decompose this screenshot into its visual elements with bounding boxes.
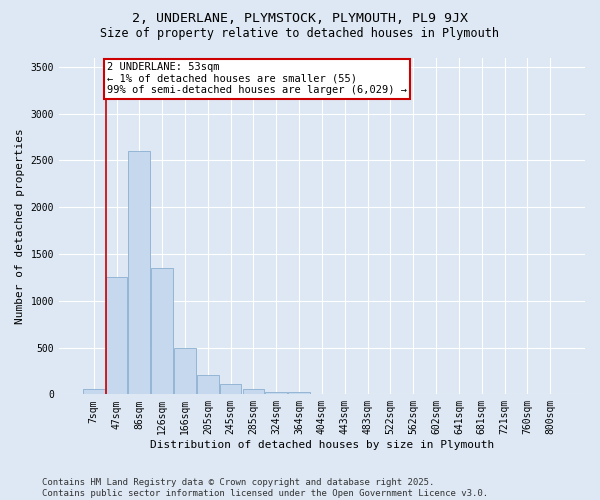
Bar bbox=[242, 389, 265, 394]
Bar bbox=[288, 392, 310, 394]
Bar bbox=[151, 268, 173, 394]
Text: 2 UNDERLANE: 53sqm
← 1% of detached houses are smaller (55)
99% of semi-detached: 2 UNDERLANE: 53sqm ← 1% of detached hous… bbox=[107, 62, 407, 96]
Text: Size of property relative to detached houses in Plymouth: Size of property relative to detached ho… bbox=[101, 28, 499, 40]
Bar bbox=[83, 389, 104, 394]
X-axis label: Distribution of detached houses by size in Plymouth: Distribution of detached houses by size … bbox=[150, 440, 494, 450]
Bar bbox=[197, 374, 218, 394]
Bar bbox=[106, 278, 127, 394]
Bar bbox=[128, 151, 150, 394]
Text: 2, UNDERLANE, PLYMSTOCK, PLYMOUTH, PL9 9JX: 2, UNDERLANE, PLYMSTOCK, PLYMOUTH, PL9 9… bbox=[132, 12, 468, 26]
Bar bbox=[174, 348, 196, 395]
Bar bbox=[220, 384, 241, 394]
Text: Contains HM Land Registry data © Crown copyright and database right 2025.
Contai: Contains HM Land Registry data © Crown c… bbox=[42, 478, 488, 498]
Y-axis label: Number of detached properties: Number of detached properties bbox=[15, 128, 25, 324]
Bar bbox=[265, 392, 287, 394]
